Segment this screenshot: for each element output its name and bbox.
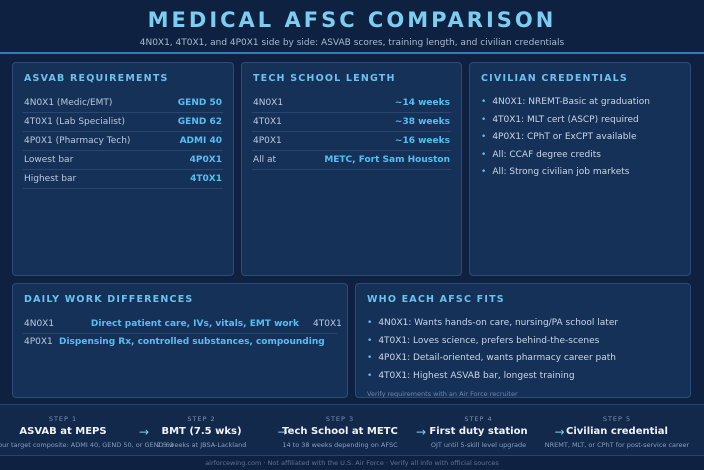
row: 4T0X1 (Lab Specialist) GEND 62 xyxy=(23,113,223,132)
row-value: ~14 weeks xyxy=(394,98,450,108)
row-label: Highest bar xyxy=(24,174,77,184)
subtitle: 4N0X1, 4T0X1, and 4P0X1 side by side: AS… xyxy=(139,38,565,48)
panel: TECH SCHOOL LENGTH 4N0X1 ~14 weeks 4T0X1 ~38… xyxy=(241,62,462,276)
row: Highest bar 4T0X1 xyxy=(23,170,223,189)
row: 4N0X1 (Medic/EMT) GEND 50 xyxy=(23,94,223,113)
row-value: ADMI 40 xyxy=(179,136,222,146)
bullet-item: All: CCAF degree credits xyxy=(481,150,601,160)
row-divider xyxy=(23,333,337,334)
row-label: 4T0X1 xyxy=(253,117,282,127)
panel-title: DAILY WORK DIFFERENCES xyxy=(24,294,194,305)
row-label: All at xyxy=(253,155,277,165)
step-title: Civilian credential xyxy=(565,426,668,437)
steps: STEP 1 ASVAB at MEPS Hit your target compo… xyxy=(0,404,704,456)
row-value: 4P0X1 xyxy=(189,155,222,165)
row-label: 4T0X1 (Lab Specialist) xyxy=(24,117,125,127)
bullet-item: 4T0X1: Highest ASVAB bar, longest traini… xyxy=(367,371,574,381)
bullet-item: 4P0X1: CPhT or ExCPT available xyxy=(481,132,636,142)
arrow: → xyxy=(277,425,288,439)
row-value: ~38 weeks xyxy=(394,117,450,127)
panel-title: CIVILIAN CREDENTIALS xyxy=(481,73,628,84)
header-rule xyxy=(0,52,704,54)
panel: ASVAB REQUIREMENTS 4N0X1 (Medic/EMT) GEND … xyxy=(12,62,234,276)
bullet-item: 4T0X1: MLT cert (ASCP) required xyxy=(481,115,638,125)
step-desc: Hit your target composite: ADMI 40, GEND… xyxy=(0,441,174,449)
row-label: 4P0X1 (Pharmacy Tech) xyxy=(24,136,131,146)
note: Verify requirements with an Air Force re… xyxy=(367,390,518,398)
row-label: 4N0X1 xyxy=(253,98,284,108)
row-label: 4N0X1 (Medic/EMT) xyxy=(24,98,113,108)
panel: WHO EACH AFSC FITS 4N0X1: Wants hands-on … xyxy=(355,283,691,398)
row-value: GEND 50 xyxy=(177,98,222,108)
step-number: STEP 5 xyxy=(602,415,632,423)
arrow: → xyxy=(416,425,427,439)
panel: DAILY WORK DIFFERENCES 4N0X1 Direct patien… xyxy=(12,283,348,398)
bullet-item: All: Strong civilian job markets xyxy=(481,167,629,177)
row-label: 4T0X1 xyxy=(313,319,342,329)
bullet-item: 4N0X1: NREMT-Basic at graduation xyxy=(481,97,650,107)
step-desc: NREMT, MLT, or CPhT for post-service car… xyxy=(544,441,690,449)
step-desc: 14 to 38 weeks depending on AFSC xyxy=(282,441,398,449)
arrow: → xyxy=(554,425,565,439)
row-value: Direct patient care, IVs, vitals, EMT wo… xyxy=(90,319,299,329)
bullet-item: 4T0X1: Loves science, prefers behind-the… xyxy=(367,336,599,346)
row-label: 4P0X1 xyxy=(24,337,53,347)
title: MEDICAL AFSC COMPARISON xyxy=(147,8,557,32)
step-number: STEP 4 xyxy=(464,415,493,423)
bullet-item: 4P0X1: Detail-oriented, wants pharmacy c… xyxy=(367,353,616,363)
panel-title: WHO EACH AFSC FITS xyxy=(367,294,505,305)
row: All at METC, Fort Sam Houston xyxy=(252,151,451,170)
row-value: GEND 62 xyxy=(177,117,222,127)
panel-title: ASVAB REQUIREMENTS xyxy=(24,73,169,84)
arrow: → xyxy=(139,425,150,439)
row-label: Lowest bar xyxy=(24,155,74,165)
step-title: Tech School at METC xyxy=(282,426,398,437)
step-title: First duty station xyxy=(429,426,528,437)
step-desc: 7.5 weeks at JBSA-Lackland xyxy=(156,441,247,449)
row: 4P0X1 (Pharmacy Tech) ADMI 40 xyxy=(23,132,223,151)
row-value: ~16 weeks xyxy=(394,136,450,146)
row: 4P0X1 ~16 weeks xyxy=(252,132,451,151)
row: Lowest bar 4P0X1 xyxy=(23,151,223,170)
step-number: STEP 1 xyxy=(48,415,78,423)
row-value: METC, Fort Sam Houston xyxy=(324,155,450,165)
row: 4N0X1 ~14 weeks xyxy=(252,94,451,113)
row-label: 4N0X1 xyxy=(24,319,55,329)
step-title: BMT (7.5 wks) xyxy=(161,426,242,437)
step-desc: OJT until 5-skill level upgrade xyxy=(430,441,527,449)
row-value: 4T0X1 xyxy=(190,174,222,184)
footer: airforcewing.com · Not affiliated with t… xyxy=(205,459,499,467)
row: 4T0X1 ~38 weeks xyxy=(252,113,451,132)
bullet-item: 4N0X1: Wants hands-on care, nursing/PA s… xyxy=(367,318,618,328)
step-number: STEP 3 xyxy=(325,415,355,423)
row-value: Dispensing Rx, controlled substances, co… xyxy=(59,337,325,347)
step-number: STEP 2 xyxy=(187,415,216,423)
panel: CIVILIAN CREDENTIALS 4N0X1: NREMT-Basic a… xyxy=(469,62,691,276)
row-label: 4P0X1 xyxy=(253,136,282,146)
panel-title: TECH SCHOOL LENGTH xyxy=(253,73,396,84)
step-title: ASVAB at MEPS xyxy=(19,426,107,437)
